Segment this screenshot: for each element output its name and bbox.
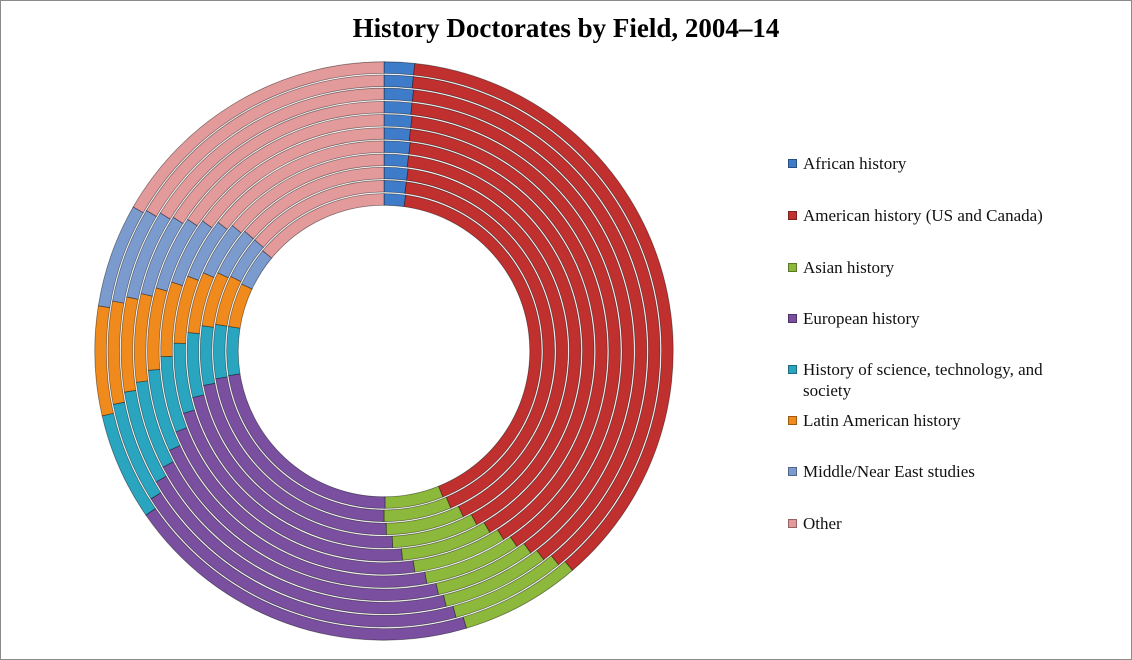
donut-segment [383, 100, 413, 115]
donut-segment [120, 296, 139, 393]
donut-segment [132, 61, 385, 214]
donut-segment [187, 221, 228, 281]
legend-item: Asian history [788, 257, 1083, 278]
legend-label: African history [803, 154, 907, 173]
donut-segment [134, 293, 153, 383]
legend-marker [788, 467, 797, 476]
donut-segment [147, 368, 181, 451]
legend-item: History of science, technology, and soci… [788, 359, 1083, 401]
legend-marker [788, 519, 797, 528]
legend-marker [788, 416, 797, 425]
donut-segment [383, 127, 412, 142]
legend-marker [788, 365, 797, 374]
donut-segment [155, 218, 198, 292]
legend-label: Latin American history [803, 411, 961, 430]
legend-label: American history (US and Canada) [803, 206, 1043, 225]
donut-segment [107, 300, 126, 405]
donut-segment [383, 74, 414, 89]
legend-marker [788, 314, 797, 323]
donut-segment [217, 140, 385, 230]
donut-segment [135, 380, 174, 468]
donut-segment [442, 549, 545, 607]
legend-item: American history (US and Canada) [788, 205, 1083, 226]
donut-segment [97, 206, 144, 309]
donut-segment [241, 250, 273, 290]
legend-label: European history [803, 309, 920, 328]
donut-segment [383, 87, 415, 102]
donut-segment [162, 461, 439, 602]
donut-segment [159, 87, 385, 220]
donut-segment [384, 485, 444, 509]
donut-segment [226, 325, 241, 377]
donut-segment [424, 536, 518, 585]
donut-segment [391, 513, 478, 549]
legend-label: Middle/Near East studies [803, 462, 975, 481]
donut-segment [112, 401, 162, 500]
donut-segment [213, 323, 228, 380]
donut-segment [401, 521, 491, 561]
donut-segment [408, 142, 595, 534]
donut-segment [187, 114, 385, 227]
legend-label: History of science, technology, and soci… [803, 360, 1043, 400]
legend-label: Other [803, 514, 842, 533]
donut-segment [123, 389, 167, 483]
donut-segment [215, 275, 242, 327]
donut-segment [383, 140, 411, 155]
donut-segment [383, 180, 407, 194]
donut-segment [199, 325, 216, 386]
donut-segment [411, 76, 661, 566]
donut-segment [244, 166, 385, 240]
donut-segment [145, 74, 385, 217]
donut-segment [201, 127, 385, 229]
donut-segment [231, 153, 385, 234]
chart-title: History Doctorates by Field, 2004–14 [352, 13, 780, 43]
legend-item: European history [788, 308, 1083, 329]
donut-segment [173, 275, 200, 344]
legend-marker [788, 159, 797, 168]
donut-segment [230, 239, 264, 283]
donut-segment [101, 412, 156, 516]
donut-segment [383, 114, 413, 129]
donut-segment [383, 166, 409, 181]
donut-segment [262, 193, 385, 259]
legend-item: Latin American history [788, 410, 1083, 431]
donut-segment [383, 193, 407, 208]
donut-segment [140, 216, 184, 297]
donut-segment [435, 543, 532, 596]
legend-item: African history [788, 153, 1083, 174]
legend-item: Other [788, 513, 1083, 534]
legend-item: Middle/Near East studies [788, 461, 1083, 482]
legend-marker [788, 263, 797, 272]
donut-segment [383, 61, 416, 76]
donut-segment [462, 560, 574, 629]
donut-segment [172, 100, 385, 224]
donut-segment [217, 230, 255, 279]
donut-segment [254, 180, 385, 248]
donut-segment [383, 153, 410, 168]
legend-label: Asian history [803, 258, 895, 277]
legend-marker [788, 211, 797, 220]
donut-segment [171, 220, 213, 287]
donut-segment [94, 305, 114, 417]
